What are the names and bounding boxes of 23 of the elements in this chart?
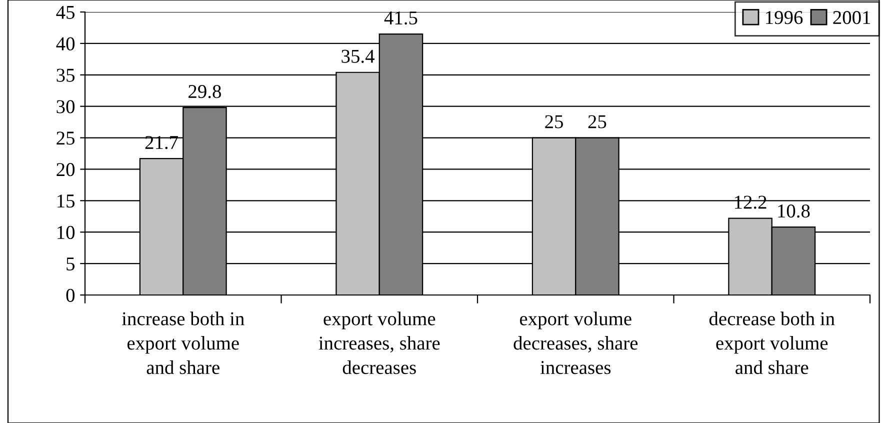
data-label: 41.5 bbox=[384, 11, 418, 25]
y-tick-label: 5 bbox=[66, 258, 75, 270]
x-tick-label: export volume increases, share decreases bbox=[318, 312, 440, 374]
y-tick-label: 40 bbox=[56, 37, 75, 50]
y-tick-label: 20 bbox=[56, 163, 75, 176]
data-label: 21.7 bbox=[145, 136, 178, 150]
y-tick-label: 0 bbox=[66, 288, 75, 302]
x-tick-label: increase both in export volume and share bbox=[122, 312, 244, 374]
data-label: 29.8 bbox=[188, 84, 221, 98]
x-tick-label: decrease both in export volume and share bbox=[709, 312, 835, 374]
y-tick-label: 30 bbox=[56, 100, 75, 114]
data-label: 10.8 bbox=[778, 204, 810, 218]
y-tick-label: 15 bbox=[58, 194, 75, 208]
x-tick-label: export volume decreases, share increases bbox=[514, 312, 638, 374]
data-label: 25 bbox=[588, 115, 606, 128]
y-tick-label: 10 bbox=[58, 226, 75, 240]
data-label: 35.4 bbox=[342, 50, 374, 63]
y-tick-label: 25 bbox=[56, 132, 75, 145]
legend-label: 2001 bbox=[833, 10, 870, 24]
legend-label: 1996 bbox=[766, 11, 803, 24]
data-label: 25 bbox=[545, 115, 563, 128]
y-tick-label: 45 bbox=[56, 6, 75, 19]
y-tick-label: 35 bbox=[56, 68, 75, 82]
